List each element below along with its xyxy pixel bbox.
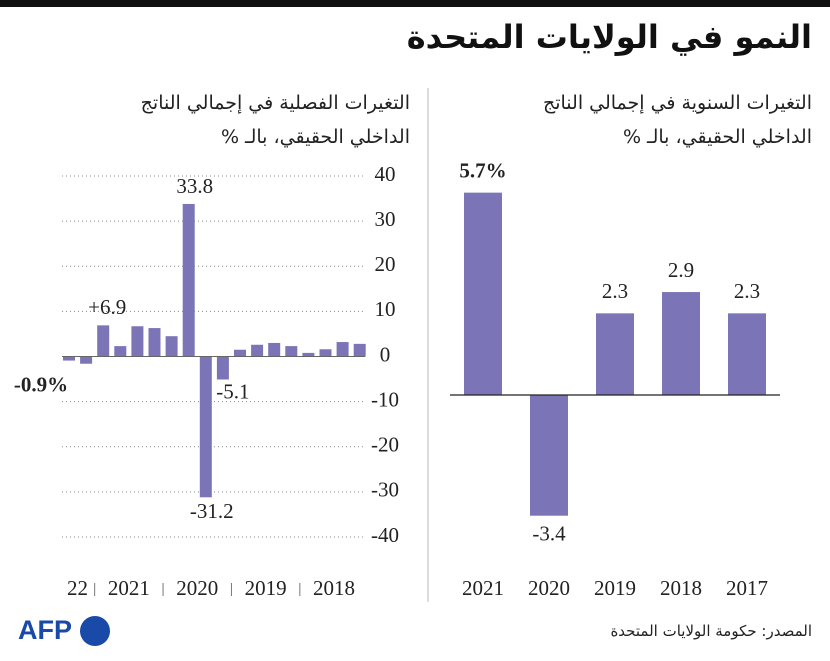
x-tick-label: 2020: [528, 576, 570, 600]
value-label: -0.9%: [14, 372, 68, 396]
bar: [353, 343, 366, 357]
bar: [114, 346, 127, 357]
value-label: -31.2: [190, 499, 234, 523]
x-tick-label: 2017: [726, 576, 768, 600]
x-group-label: 22: [67, 576, 88, 600]
bar: [464, 192, 502, 395]
bar: [530, 395, 568, 516]
x-tick-label: 2018: [660, 576, 702, 600]
x-tick-label: 2019: [594, 576, 636, 600]
subtitle-line: الداخلي الحقيقي، بالـ %: [220, 126, 410, 148]
subtitle-line: الداخلي الحقيقي، بالـ %: [622, 126, 812, 148]
value-label: 2.9: [668, 258, 694, 282]
bar: [336, 342, 349, 357]
bar: [131, 326, 144, 357]
x-group-label: 2021: [108, 576, 150, 600]
y-tick-label: 30: [375, 207, 396, 231]
value-label: -3.4: [532, 522, 566, 546]
source: المصدر: حكومة الولايات المتحدة: [610, 622, 812, 640]
x-group-label: 2018: [313, 576, 355, 600]
title: النمو في الولايات المتحدة: [406, 18, 812, 56]
bar: [302, 352, 315, 357]
y-tick-label: 20: [375, 252, 396, 276]
logo-dot: [80, 616, 110, 646]
subtitle-left: التغيرات الفصلية في إجمالي الناتج الداخل…: [141, 86, 410, 154]
x-tick-label: 2021: [462, 576, 504, 600]
value-label: 33.8: [176, 174, 213, 198]
bar: [182, 203, 195, 357]
subtitle-line: التغيرات الفصلية في إجمالي الناتج: [140, 92, 410, 114]
y-tick-label: -40: [371, 523, 399, 547]
bar: [80, 356, 93, 364]
y-tick-label: -20: [371, 433, 399, 457]
x-group-label: 2020: [176, 576, 218, 600]
bar: [199, 356, 212, 498]
value-label: -5.1: [216, 379, 249, 403]
bar: [251, 344, 264, 357]
y-tick-label: 10: [375, 297, 396, 321]
bar: [216, 356, 229, 380]
value-label: 2.3: [734, 279, 760, 303]
y-tick-label: -30: [371, 478, 399, 502]
bar: [728, 313, 766, 395]
top-bar: [0, 0, 830, 7]
value-label: +6.9: [88, 295, 126, 319]
bar: [97, 325, 110, 357]
bar: [319, 349, 332, 357]
y-tick-label: 0: [380, 342, 391, 366]
logo: AFP: [18, 615, 72, 645]
y-tick-label: -10: [371, 387, 399, 411]
bar: [63, 356, 75, 361]
subtitle-line: التغيرات السنوية في إجمالي الناتج: [542, 92, 812, 114]
y-tick-label: 40: [375, 162, 396, 186]
bar: [285, 346, 298, 357]
bar: [148, 328, 161, 357]
bar: [596, 313, 634, 395]
bar: [165, 336, 178, 357]
value-label: 5.7%: [459, 158, 506, 182]
bar: [234, 349, 246, 357]
subtitle-right: التغيرات السنوية في إجمالي الناتج الداخل…: [543, 86, 812, 154]
bar: [268, 342, 281, 357]
x-group-label: 2019: [245, 576, 287, 600]
value-label: 2.3: [602, 279, 628, 303]
bar: [662, 292, 700, 395]
